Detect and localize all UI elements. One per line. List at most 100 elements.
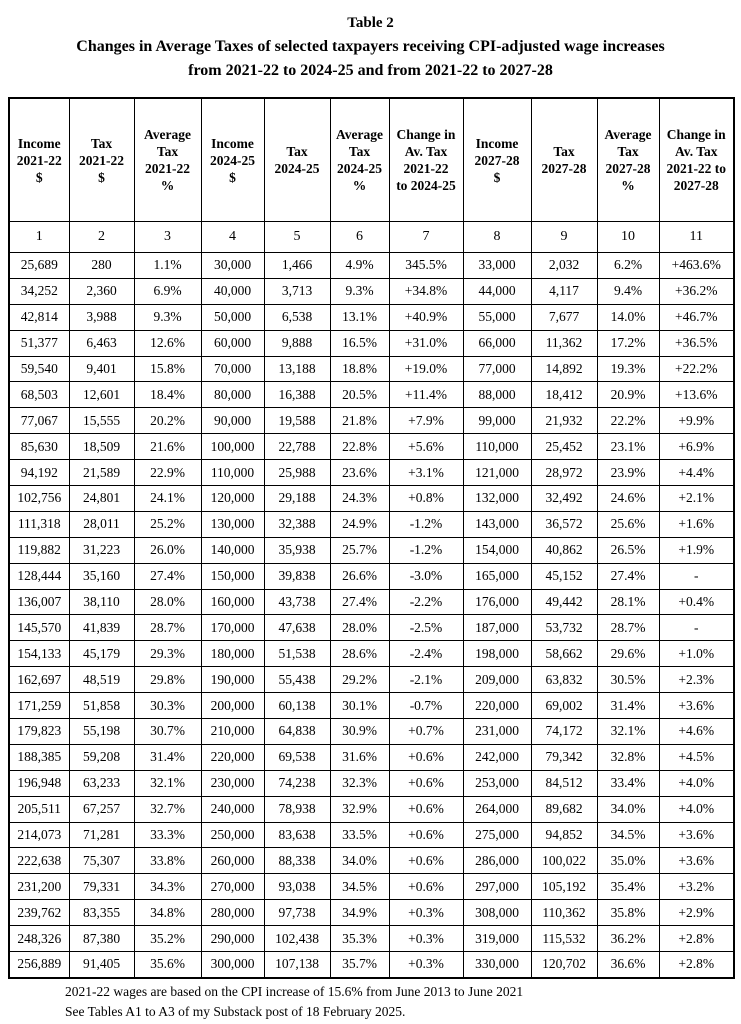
table-cell: +3.6%: [658, 692, 735, 720]
table-cell: 23.9%: [596, 459, 660, 487]
table-cell: 180,000: [200, 640, 265, 668]
table-cell: 107,138: [263, 951, 331, 979]
table-row: 256,889 91,405 35.6% 300,000 107,138 35.7% +0.…: [8, 951, 735, 979]
table-cell: 29.3%: [133, 640, 202, 668]
table-cell: +2.1%: [658, 485, 735, 512]
table-cell: +22.2%: [658, 355, 735, 383]
column-number: 4: [200, 221, 265, 253]
table-cell: 150,000: [200, 562, 265, 590]
table-cell: 30.7%: [133, 718, 202, 745]
table-cell: +5.6%: [388, 433, 464, 461]
table-cell: 36.6%: [596, 951, 660, 979]
table-cell: +1.6%: [658, 510, 735, 538]
table-cell: 18,509: [68, 433, 135, 461]
column-number: 2: [68, 221, 135, 253]
table-cell: 6,538: [263, 303, 331, 331]
table-cell: 100,022: [530, 847, 598, 875]
column-number: 3: [133, 221, 202, 253]
table-cell: 200,000: [200, 692, 265, 720]
column-header: Change in Av. Tax 2021-22 to 2024-25: [388, 97, 464, 222]
table-cell: 24.9%: [329, 510, 390, 538]
table-cell: 179,823: [8, 718, 70, 745]
table-cell: 9,888: [263, 329, 331, 357]
table-cell: 88,338: [263, 847, 331, 875]
table-cell: 34.5%: [329, 873, 390, 901]
table-cell: 102,438: [263, 925, 331, 953]
table-subtitle-line2: from 2021-22 to 2024-25 and from 2021-22…: [188, 62, 553, 79]
table-cell: 36,572: [530, 510, 598, 538]
table-cell: +46.7%: [658, 303, 735, 331]
table-cell: 308,000: [462, 899, 532, 927]
table-cell: -1.2%: [388, 510, 464, 538]
table-cell: 154,133: [8, 640, 70, 668]
table-cell: +463.6%: [658, 252, 735, 279]
table-cell: 256,889: [8, 951, 70, 979]
table-cell: 15,555: [68, 407, 135, 435]
table-cell: 58,662: [530, 640, 598, 668]
table-cell: 220,000: [462, 692, 532, 720]
table-cell: +36.2%: [658, 277, 735, 305]
table-cell: +3.2%: [658, 873, 735, 901]
table-cell: 53,732: [530, 614, 598, 642]
table-row: 145,570 41,839 28.7% 170,000 47,638 28.0% -2.5…: [8, 614, 735, 642]
table-cell: 33.3%: [133, 821, 202, 849]
table-cell: 30.9%: [329, 718, 390, 745]
table-cell: -: [658, 562, 735, 590]
table-cell: 23.6%: [329, 459, 390, 487]
table-subtitle-line1: Changes in Average Taxes of selected tax…: [76, 38, 665, 55]
header-row: Income 2021-22 $ Tax 2021-22 $ Average Tax…: [8, 97, 735, 222]
column-number: 7: [388, 221, 464, 253]
table-cell: 30.3%: [133, 692, 202, 720]
table-cell: 176,000: [462, 588, 532, 616]
table-cell: 31.4%: [596, 692, 660, 720]
table-cell: 15.8%: [133, 355, 202, 383]
table-cell: 230,000: [200, 769, 265, 797]
table-cell: 32.9%: [329, 795, 390, 823]
table-cell: 94,192: [8, 459, 70, 487]
table-cell: +3.6%: [658, 847, 735, 875]
table-cell: +34.8%: [388, 277, 464, 305]
table-cell: 253,000: [462, 769, 532, 797]
table-cell: -: [658, 614, 735, 642]
table-cell: +4.4%: [658, 459, 735, 487]
table-row: 188,385 59,208 31.4% 220,000 69,538 31.6% +0.6…: [8, 743, 735, 771]
table-cell: 40,000: [200, 277, 265, 305]
table-cell: 280: [68, 252, 135, 279]
table-cell: 14,892: [530, 355, 598, 383]
table-cell: 63,233: [68, 769, 135, 797]
table-cell: 59,208: [68, 743, 135, 771]
table-cell: 110,000: [200, 459, 265, 487]
table-cell: 79,331: [68, 873, 135, 901]
table-cell: 242,000: [462, 743, 532, 771]
table-cell: 31.4%: [133, 743, 202, 771]
table-cell: 27.4%: [329, 588, 390, 616]
table-row: 128,444 35,160 27.4% 150,000 39,838 26.6% -3.0…: [8, 562, 735, 590]
table-cell: 25.2%: [133, 510, 202, 538]
table-cell: 4.9%: [329, 252, 390, 279]
column-header: Income 2027-28 $: [462, 97, 532, 222]
table-cell: 50,000: [200, 303, 265, 331]
table-cell: 9.3%: [329, 277, 390, 305]
table-cell: 91,405: [68, 951, 135, 979]
table-cell: 35,160: [68, 562, 135, 590]
column-header: Average Tax 2021-22 %: [133, 97, 202, 222]
table-cell: +36.5%: [658, 329, 735, 357]
table-cell: 20.5%: [329, 381, 390, 409]
column-header: Average Tax 2024-25 %: [329, 97, 390, 222]
table-cell: +1.0%: [658, 640, 735, 668]
column-number: 8: [462, 221, 532, 253]
table-cell: 220,000: [200, 743, 265, 771]
table-cell: +6.9%: [658, 433, 735, 461]
column-number-row: 1 2 3 4 5 6 7 8 9 10 11: [8, 221, 735, 253]
table-row: 85,630 18,509 21.6% 100,000 22,788 22.8% +5.6%…: [8, 433, 735, 461]
table-cell: 29.8%: [133, 666, 202, 694]
table-cell: -2.2%: [388, 588, 464, 616]
table-cell: +3.6%: [658, 821, 735, 849]
table-cell: +0.3%: [388, 925, 464, 953]
table-cell: 89,682: [530, 795, 598, 823]
table-cell: 60,138: [263, 692, 331, 720]
table-cell: -1.2%: [388, 536, 464, 564]
table-cell: +31.0%: [388, 329, 464, 357]
table-cell: 71,281: [68, 821, 135, 849]
table-cell: 240,000: [200, 795, 265, 823]
